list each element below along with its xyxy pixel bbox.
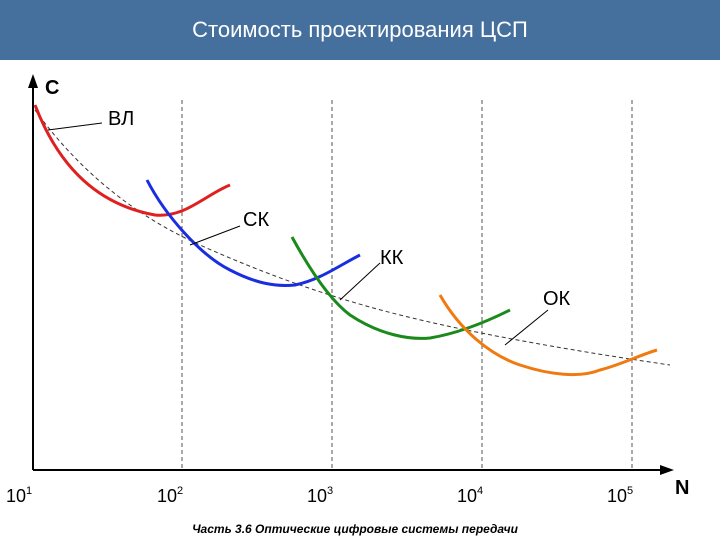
tick-base: 10 bbox=[607, 486, 627, 506]
header-bar bbox=[0, 0, 720, 60]
curve-label: СК bbox=[243, 209, 269, 231]
tick-exponent: 5 bbox=[627, 485, 633, 497]
tick-base: 10 bbox=[6, 486, 26, 506]
x-tick-label: 103 bbox=[307, 485, 333, 506]
curve-kk bbox=[290, 236, 511, 340]
x-tick-label: 101 bbox=[6, 485, 32, 506]
curve-sk bbox=[145, 179, 361, 287]
curve-label: КК bbox=[380, 247, 404, 269]
tick-exponent: 3 bbox=[327, 485, 333, 497]
axes bbox=[32, 82, 664, 471]
envelope bbox=[34, 109, 671, 366]
x-axis-label: N bbox=[675, 477, 689, 499]
leaders bbox=[47, 122, 549, 346]
x-tick-label: 102 bbox=[157, 485, 183, 506]
tick-exponent: 1 bbox=[26, 485, 32, 497]
curve-label: ВЛ bbox=[108, 108, 134, 130]
x-tick-label: 105 bbox=[607, 485, 633, 506]
tick-base: 10 bbox=[307, 486, 327, 506]
curve-label: ОК bbox=[543, 288, 571, 310]
tick-base: 10 bbox=[457, 486, 477, 506]
tick-base: 10 bbox=[157, 486, 177, 506]
x-tick-label: 104 bbox=[457, 485, 483, 506]
x-ticks: 101 102 103 104 105 bbox=[6, 485, 633, 506]
x-arrow bbox=[660, 465, 674, 475]
y-axis-label: С bbox=[45, 77, 59, 99]
decade-lines bbox=[181, 100, 633, 470]
curve-ok bbox=[438, 294, 658, 377]
tick-exponent: 4 bbox=[477, 485, 483, 497]
title: Стоимость проектирования ЦСП bbox=[192, 17, 528, 42]
footer: Часть 3.6 Оптические цифровые системы пе… bbox=[192, 522, 519, 536]
tick-exponent: 2 bbox=[177, 485, 183, 497]
curve-vl bbox=[33, 104, 231, 217]
y-arrow bbox=[28, 74, 38, 88]
